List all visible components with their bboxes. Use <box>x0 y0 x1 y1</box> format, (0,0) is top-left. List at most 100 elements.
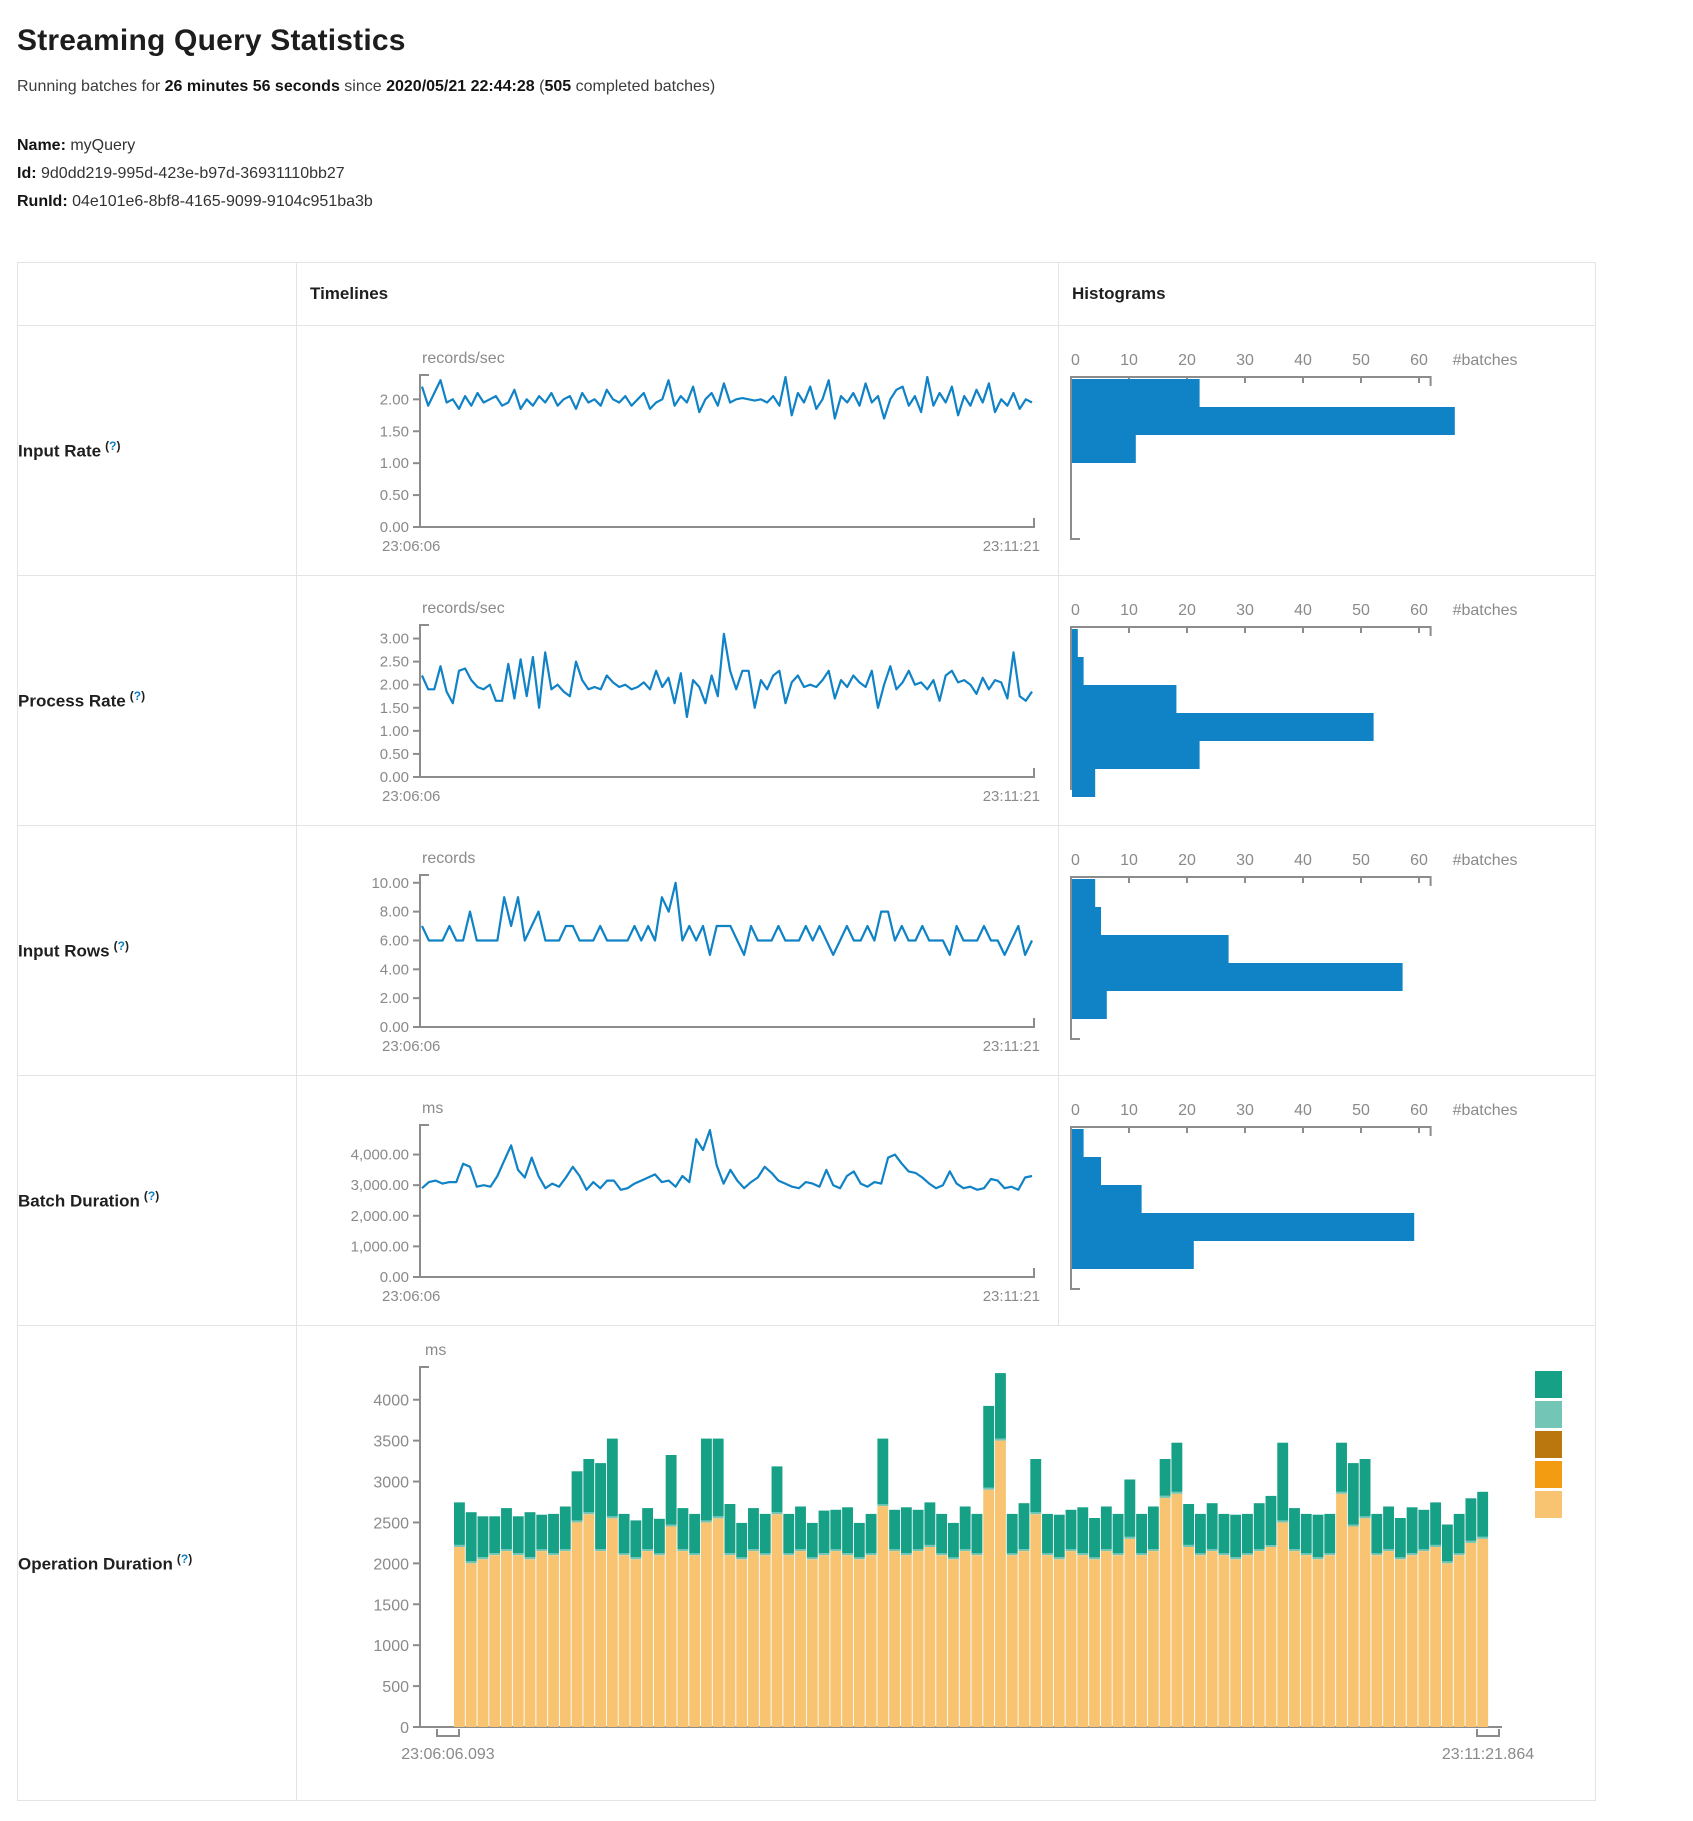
batch-duration-label-cell: Batch Duration (?) <box>17 1075 297 1326</box>
input-rate-help-tooltip[interactable]: (?) <box>105 439 121 454</box>
svg-text:#batches: #batches <box>1453 852 1518 869</box>
svg-text:1000: 1000 <box>373 1638 409 1655</box>
svg-text:3.00: 3.00 <box>380 630 409 647</box>
input-rows-histogram-cell: 0 10 20 30 40 50 60 #batches <box>1058 825 1596 1076</box>
svg-text:50: 50 <box>1352 602 1370 619</box>
summary-paren: ( <box>534 78 545 95</box>
runid-label: RunId: <box>17 193 68 210</box>
input-rows-row: Input Rows (?) records 0.00 2.00 4.00 6.00 8.0… <box>17 825 1596 1076</box>
svg-text:23:06:06: 23:06:06 <box>382 1038 440 1055</box>
operation-duration-row: Operation Duration (?) ms 0 500 1000 1500 2000… <box>17 1325 1596 1801</box>
svg-text:6.00: 6.00 <box>380 932 409 949</box>
svg-text:records/sec: records/sec <box>422 350 505 367</box>
batch-duration-timeline-chart: ms 0.00 1,000.00 2,000.00 3,000.00 4,000.00 23… <box>351 1100 1040 1305</box>
svg-text:40: 40 <box>1294 852 1312 869</box>
name-label: Name: <box>17 137 66 154</box>
input-rate-label: Input Rate <box>18 441 102 461</box>
summary-prefix: Running batches for <box>17 78 165 95</box>
svg-text:1.50: 1.50 <box>380 699 409 716</box>
svg-text:0.00: 0.00 <box>380 769 409 786</box>
svg-text:10.00: 10.00 <box>371 874 409 891</box>
svg-text:0: 0 <box>1071 602 1080 619</box>
timelines-column-header: Timelines <box>296 262 1059 326</box>
summary-since: since <box>339 78 387 95</box>
svg-text:60: 60 <box>1410 1102 1428 1119</box>
batch-duration-help-tooltip[interactable]: (?) <box>143 1189 160 1204</box>
svg-text:60: 60 <box>1410 602 1428 619</box>
input-rate-label-cell: Input Rate (?) <box>17 325 297 576</box>
operation-duration-label-cell: Operation Duration (?) <box>17 1325 297 1801</box>
id-label: Id: <box>17 165 37 182</box>
legend-swatch-0 <box>1535 1370 1562 1398</box>
question-mark-icon[interactable]: ? <box>147 1189 156 1204</box>
svg-text:0: 0 <box>400 1720 409 1737</box>
question-mark-icon[interactable]: ? <box>133 689 142 704</box>
process-rate-timeline-chart: records/sec 0.00 0.50 1.00 1.50 2.00 2.50 3.00 2… <box>380 600 1040 805</box>
svg-text:40: 40 <box>1294 602 1312 619</box>
svg-text:0.50: 0.50 <box>380 487 409 504</box>
svg-text:1.00: 1.00 <box>380 455 409 472</box>
table-header-row: Timelines Histograms <box>17 262 1596 326</box>
svg-text:0: 0 <box>1071 1102 1080 1119</box>
process-rate-help-tooltip[interactable]: (?) <box>129 689 146 704</box>
id-value: 9d0dd219-995d-423e-b97d-36931110bb27 <box>36 165 345 182</box>
svg-text:23:06:06: 23:06:06 <box>382 788 440 805</box>
svg-text:2500: 2500 <box>373 1515 409 1532</box>
query-meta: Name: myQuery Id: 9d0dd219-995d-423e-b97… <box>17 132 1693 216</box>
page-title: Streaming Query Statistics <box>17 24 406 57</box>
svg-text:#batches: #batches <box>1453 1102 1518 1119</box>
legend-swatch-3 <box>1535 1460 1562 1488</box>
svg-text:23:06:06: 23:06:06 <box>382 538 440 555</box>
operation-duration-chart-cell: ms 0 500 1000 1500 2000 2500 3000 3500 4000 23:06:… <box>296 1325 1596 1801</box>
svg-text:1,000.00: 1,000.00 <box>351 1238 409 1255</box>
svg-text:records: records <box>422 850 475 867</box>
svg-text:1.50: 1.50 <box>380 423 409 440</box>
process-rate-histogram-chart: 0 10 20 30 40 50 60 #batches <box>1070 602 1518 797</box>
operation-duration-stacked-chart: ms 0 500 1000 1500 2000 2500 3000 3500 4000 23:06:… <box>373 1342 1562 1763</box>
histograms-column-header: Histograms <box>1058 262 1596 326</box>
question-mark-icon[interactable]: ? <box>117 939 125 954</box>
svg-text:2.00: 2.00 <box>380 990 409 1007</box>
query-id-line: Id: 9d0dd219-995d-423e-b97d-36931110bb27 <box>17 160 1693 188</box>
svg-text:60: 60 <box>1410 352 1428 369</box>
svg-text:4.00: 4.00 <box>380 961 409 978</box>
batch-duration-timeline-cell: ms 0.00 1,000.00 2,000.00 3,000.00 4,000.00 23… <box>296 1075 1059 1326</box>
svg-text:30: 30 <box>1236 852 1254 869</box>
svg-text:23:11:21: 23:11:21 <box>983 788 1040 805</box>
input-rows-label: Input Rows <box>18 941 110 961</box>
query-runid-line: RunId: 04e101e6-8bf8-4165-9099-9104c951b… <box>17 188 1693 216</box>
svg-text:23:11:21.864: 23:11:21.864 <box>1442 1746 1534 1763</box>
input-rows-label-cell: Input Rows (?) <box>17 825 297 1076</box>
svg-text:20: 20 <box>1178 852 1196 869</box>
svg-text:30: 30 <box>1236 1102 1254 1119</box>
svg-text:60: 60 <box>1410 852 1428 869</box>
question-mark-icon[interactable]: ? <box>180 1551 189 1566</box>
svg-text:10: 10 <box>1120 852 1138 869</box>
start-timestamp: 2020/05/21 22:44:28 <box>386 78 535 95</box>
svg-text:#batches: #batches <box>1453 352 1518 369</box>
svg-text:1.00: 1.00 <box>380 722 409 739</box>
completed-batches-count: 505 <box>544 78 572 95</box>
question-mark-icon[interactable]: ? <box>109 439 117 454</box>
batch-duration-histogram-cell: 0 10 20 30 40 50 60 #batches <box>1058 1075 1596 1326</box>
svg-text:20: 20 <box>1178 602 1196 619</box>
legend-swatch-1 <box>1535 1400 1562 1428</box>
batch-duration-label: Batch Duration <box>18 1191 140 1211</box>
process-rate-row: Process Rate (?) records/sec 0.00 0.50 1.00 1… <box>17 575 1596 826</box>
svg-text:10: 10 <box>1120 352 1138 369</box>
svg-text:0: 0 <box>1071 352 1080 369</box>
svg-text:ms: ms <box>422 1100 443 1117</box>
svg-text:30: 30 <box>1236 602 1254 619</box>
svg-text:23:11:21: 23:11:21 <box>983 1288 1040 1305</box>
svg-text:3000: 3000 <box>373 1474 409 1491</box>
statistics-table: Timelines Histograms Input Rate (?) recor… <box>17 262 1596 1801</box>
svg-text:1500: 1500 <box>373 1597 409 1614</box>
operation-duration-help-tooltip[interactable]: (?) <box>176 1551 193 1566</box>
input-rows-help-tooltip[interactable]: (?) <box>113 939 129 954</box>
svg-text:4000: 4000 <box>373 1392 409 1409</box>
svg-text:10: 10 <box>1120 1102 1138 1119</box>
empty-header-cell <box>17 262 297 326</box>
process-rate-histogram-cell: 0 10 20 30 40 50 60 #batches <box>1058 575 1596 826</box>
svg-text:23:11:21: 23:11:21 <box>983 538 1040 555</box>
svg-text:0.00: 0.00 <box>380 1269 409 1286</box>
